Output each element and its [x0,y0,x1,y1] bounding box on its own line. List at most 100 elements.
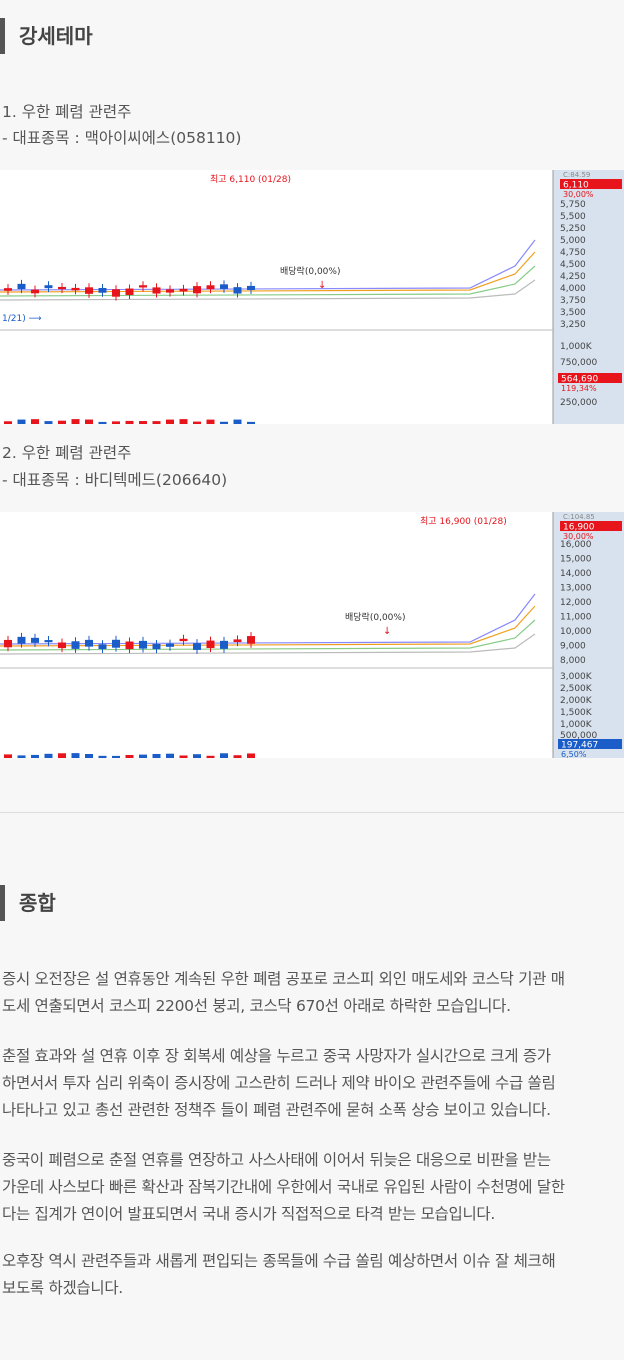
price-tick: 5,500 [560,212,586,222]
dividend-arrow: ↓ [383,626,391,637]
candle [71,641,80,649]
candle [139,640,147,649]
volume-tick: 250,000 [560,398,597,408]
line: 나타나고 있고 총선 관련한 정책주 들이 폐렴 관련주에 묻혀 소폭 상승 보… [2,1101,551,1119]
candle [179,288,188,292]
paragraph-2: 춘절 효과와 설 연휴 이후 장 회복세 예상을 누르고 중국 사망자가 실시간… [2,1043,624,1124]
candle [125,641,134,650]
volume-bar [166,419,174,424]
moving-average-line [0,619,536,651]
theme-2-stock: - 대표종목 : 바디텍메드(206640) [2,471,228,489]
theme-2-title: 2. 우한 폐렴 관련주 [2,444,132,462]
volume-tag [558,739,622,749]
theme-1-title: 1. 우한 폐렴 관련주 [2,103,132,121]
change-label: C:84.59 [563,171,590,179]
price-tick: 4,750 [560,248,586,258]
price-tick: 9,000 [560,642,586,652]
paragraph-3: 중국이 폐렴으로 춘절 연휴를 연장하고 사스사태에 이어서 뒤늦은 대응으로 … [2,1147,624,1228]
dividend-label: 배당락(0,00%) [280,265,340,277]
candle [206,640,215,649]
volume-bar [112,755,120,758]
moving-average-line [0,239,536,291]
paragraph-1: 증시 오전장은 설 연휴동안 계속된 우한 폐렴 공포로 코스피 외인 매도세와… [2,966,624,1020]
candle [125,288,134,296]
paragraph-4: 오후장 역시 관련주들과 새롭게 편입되는 종목들에 수급 쏠림 예상하면서 이… [2,1248,624,1302]
change-label: C:104.85 [563,513,595,521]
volume-pct: 6,50% [561,750,587,758]
price-tick: 4,500 [560,260,586,270]
moving-average-line [0,593,536,645]
volume-bar [233,419,242,424]
candle [152,287,161,294]
price-tag [560,179,622,189]
volume-bar [17,755,26,758]
axis-panel [553,512,624,758]
candle [17,636,26,644]
candle [85,287,93,294]
line: 춘절 효과와 설 연휴 이후 장 회복세 예상을 누르고 중국 사망자가 실시간… [2,1047,551,1065]
volume-bar [31,754,39,758]
candle [193,286,201,294]
volume-bar [220,753,228,758]
volume-bar [58,753,66,758]
volume-bar [152,753,161,758]
stock-chart-2: 16,000 15,000 14,000 13,000 12,000 11,000 10,0… [0,512,624,758]
candle [247,636,255,644]
volume-bar [17,419,26,424]
candle [85,639,93,647]
price-tick: 3,500 [560,308,586,318]
volume-tick: 3,000K [560,672,593,682]
volume-bar [85,419,93,424]
change-pct: 30,00% [563,532,594,541]
volume-bar [98,421,107,424]
moving-average-line [0,605,536,647]
volume-bar [31,419,39,424]
moving-average-line [0,279,536,301]
price-tick: 14,000 [560,569,592,579]
candle [139,285,147,288]
moving-average-line [0,251,536,293]
volume-bar [85,754,93,758]
volume-bar [220,421,228,424]
volume-tick: 500,000 [560,731,597,741]
volume-tick: 1,500K [560,708,593,718]
volume-bar [139,754,147,758]
price-tick: 11,000 [560,613,592,623]
line: 도세 연출되면서 코스피 2200선 붕괴, 코스닥 670선 아래로 하락한 … [2,997,511,1015]
price-tick: 4,250 [560,272,586,282]
section-heading-strong-theme: 강세테마 [0,18,93,54]
candle [179,638,188,642]
volume-bar [193,421,201,424]
volume-tick: 2,000K [560,696,593,706]
candle [58,642,66,649]
dividend-arrow: ↓ [318,280,326,291]
theme-1-stock: - 대표종목 : 맥아이씨에스(058110) [2,129,242,147]
price-tag-value: 16,900 [563,523,595,533]
volume-tick: 1,000K [560,342,593,352]
price-tick: 5,750 [560,200,586,210]
candle [4,288,12,291]
volume-tick: 2,500K [560,684,593,694]
volume-bar [44,753,53,758]
candle [220,284,228,289]
candle [112,289,120,297]
line: 다는 집계가 연이어 발표되면서 국내 증시가 직접적으로 타격 받는 모습입니… [2,1205,495,1223]
candle [233,639,242,643]
volume-bar [71,419,80,424]
candle [98,287,107,293]
price-tag [560,521,622,531]
candle [166,643,174,647]
volume-tag-value: 197,467 [561,741,598,751]
candle [233,287,242,294]
candle [17,283,26,290]
price-tag-value: 6,110 [563,181,589,191]
moving-average-line [0,633,536,655]
line: 하면서서 투자 심리 위축이 증시장에 고스란히 드러나 제약 바이오 관련주들… [2,1074,556,1092]
divider [0,812,624,813]
volume-bar [193,754,201,758]
candle [112,639,120,648]
moving-average-line [0,265,536,297]
line: 가운데 사스보다 빠른 확산과 잠복기간내에 우한에서 국내로 유입된 사람이 … [2,1178,565,1196]
price-tick: 13,000 [560,584,592,594]
